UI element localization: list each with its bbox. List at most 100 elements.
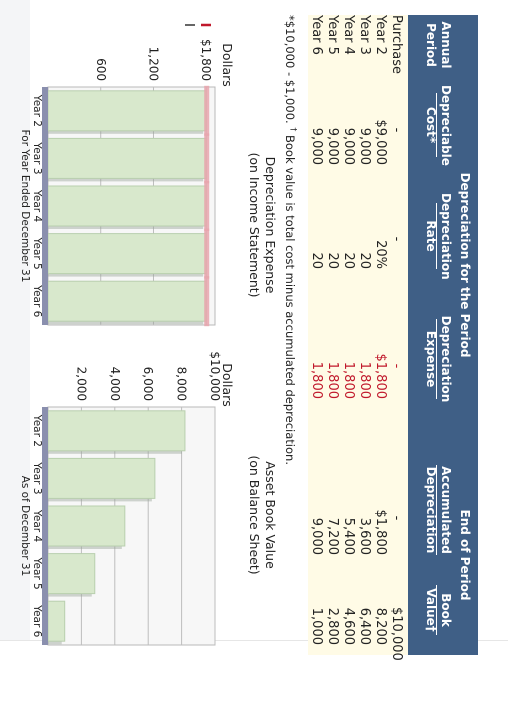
col-header-period: Annual Period (424, 21, 453, 69)
cell-cost: 9,000 (341, 127, 356, 165)
x-tick-label: Year 5 (31, 556, 43, 589)
y-tick-label: $1,800 (199, 39, 213, 81)
bar (47, 185, 207, 227)
x-tick-label: Year 4 (31, 509, 43, 543)
y-tick-label: 600 (94, 58, 108, 81)
cell-expense: 1,800 (309, 361, 324, 399)
header-rule-rate (436, 203, 437, 269)
bar (47, 505, 126, 547)
y-tick-label: 2,000 (74, 367, 88, 401)
header-rule-accumulated (436, 465, 437, 555)
chart-right-title-main: Asset Book Value (263, 461, 278, 569)
bar (47, 457, 156, 499)
chart-left-title: Depreciation Expense (on Income Statemen… (246, 110, 278, 340)
group-header-left: Depreciation for the Period (458, 172, 472, 358)
table-row: Purchase - - - - $10,000 (388, 15, 404, 661)
cell-accumulated: 3,600 (357, 517, 372, 555)
cell-rate: 20 (341, 252, 356, 269)
bar-top-highlight (204, 276, 210, 327)
cell-book-value: 2,800 (325, 607, 340, 645)
cell-cost: $9,000 (373, 119, 388, 166)
bar (47, 280, 207, 322)
cell-period: Year 3 (357, 15, 372, 55)
cell-period: Year 6 (309, 15, 324, 55)
cell-cost: - (389, 127, 404, 133)
cell-expense: $1,800 (373, 353, 388, 400)
table-row: Year 3 9,000 20 1,800 3,600 6,400 (356, 15, 372, 655)
bar (47, 553, 96, 595)
bar (47, 233, 207, 275)
depreciation-figure: Depreciation for the Period End of Perio… (8, 15, 478, 661)
bar-top-highlight (204, 181, 210, 231)
cell-accumulated: 5,400 (341, 517, 356, 555)
col-header-book-value: Book Value† (424, 588, 453, 632)
bar (47, 90, 207, 132)
cell-cost: 9,000 (309, 127, 324, 165)
cell-accumulated: - (389, 515, 404, 521)
table-row: Year 4 9,000 20 1,800 5,400 4,600 (340, 15, 356, 655)
x-tick-label: Year 3 (31, 141, 43, 174)
chart-right-subtitle: (on Balance Sheet) (247, 455, 262, 575)
y-axis-label: Dollars (220, 363, 235, 407)
chart-right-title: Asset Book Value (on Balance Sheet) (246, 400, 278, 630)
cell-period: Year 4 (341, 15, 356, 55)
chart-depreciation-expense: 600 1,200 $1,800 Dollars Year 2 Year 3 Year 4 Y… (19, 23, 235, 327)
table-row: Year 6 9,000 20 1,800 9,000 1,000 (308, 15, 324, 655)
col-header-expense: Depreciation Expense (424, 315, 453, 403)
side-rail (0, 0, 30, 700)
y-axis-label: Dollars (220, 43, 235, 87)
y-tick-label: 4,000 (108, 367, 122, 401)
cell-expense: 1,800 (341, 361, 356, 399)
cell-rate: - (389, 236, 404, 242)
cell-period: Purchase (389, 15, 404, 75)
y-tick-label: $10,000 (208, 351, 222, 401)
cell-book-value: 8,200 (373, 607, 388, 645)
footnote: *$10,000 - $1,000. † Book value is total… (283, 15, 298, 465)
table-body: Purchase - - - - $10,000 Year 2 $9,000 20% $1,800… (308, 15, 408, 661)
chart-left-subtitle: (on Income Statement) (247, 152, 262, 298)
table-header: Depreciation for the Period End of Perio… (408, 15, 478, 655)
cell-accumulated: 9,000 (309, 517, 324, 555)
cell-cost: 9,000 (357, 127, 372, 165)
col-header-cost: Depreciable Cost* (424, 85, 453, 166)
x-tick-label: Year 5 (31, 236, 43, 269)
cell-book-value: 1,000 (309, 607, 324, 645)
y-tick-label: 1,200 (146, 47, 160, 81)
x-tick-label: Year 2 (31, 414, 43, 447)
x-tick-label: Year 3 (31, 461, 43, 494)
cell-accumulated: $1,800 (373, 509, 388, 556)
cell-period: Year 2 (373, 15, 388, 55)
y-tick-label: 8,000 (175, 367, 189, 401)
bar-top-highlight (204, 133, 210, 184)
bar (47, 137, 207, 179)
cell-rate: 20% (373, 240, 388, 269)
y-tick-label: 6,000 (141, 367, 155, 401)
x-tick-label: Year 2 (31, 94, 43, 127)
cell-book-value: 6,400 (357, 607, 372, 645)
footnote-text: *$10,000 - $1,000. (283, 15, 298, 124)
x-tick-label: Year 6 (31, 284, 43, 318)
cell-accumulated: 7,200 (325, 517, 340, 555)
x-axis-label: As of December 31 (19, 476, 31, 577)
x-axis-base (42, 407, 48, 645)
group-header-right: End of Period (458, 509, 472, 601)
bar-top-highlight (204, 85, 210, 136)
col-header-accumulated: Accumulated Depreciation (424, 466, 453, 554)
bar (47, 600, 66, 642)
table-row: Year 2 $9,000 20% $1,800 $1,800 8,200 (372, 15, 388, 655)
chart-left-title-main: Depreciation Expense (263, 156, 278, 294)
cell-expense: - (389, 363, 404, 369)
header-rule-book-value (436, 585, 437, 635)
bar-top-highlight (204, 228, 210, 279)
x-tick-label: Year 4 (31, 189, 43, 223)
cell-expense: 1,800 (357, 361, 372, 399)
x-axis-label: For Year Ended December 31 (19, 130, 31, 283)
col-header-rate: Depreciation Rate (424, 193, 453, 280)
cell-rate: 20 (325, 252, 340, 269)
cell-cost: 9,000 (325, 127, 340, 165)
cell-rate: 20 (357, 252, 372, 269)
header-rule-cost (436, 93, 437, 157)
bar (47, 410, 186, 452)
header-rule-expense (436, 319, 437, 399)
